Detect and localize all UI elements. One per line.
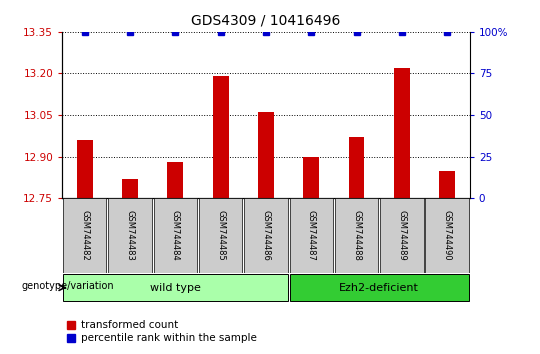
Bar <box>394 68 410 198</box>
Text: wild type: wild type <box>150 282 201 293</box>
Bar <box>439 171 455 198</box>
Bar <box>244 198 288 273</box>
Text: genotype/variation: genotype/variation <box>22 281 114 291</box>
Bar <box>199 198 242 273</box>
Bar <box>380 198 423 273</box>
Text: GSM744490: GSM744490 <box>443 210 451 261</box>
Bar <box>77 140 93 198</box>
Bar <box>426 198 469 273</box>
Bar <box>63 274 288 301</box>
Legend: transformed count, percentile rank within the sample: transformed count, percentile rank withi… <box>68 320 256 343</box>
Bar <box>289 274 469 301</box>
Title: GDS4309 / 10416496: GDS4309 / 10416496 <box>191 14 341 28</box>
Bar <box>335 198 379 273</box>
Bar <box>153 198 197 273</box>
Text: GSM744485: GSM744485 <box>216 210 225 261</box>
Bar <box>349 137 365 198</box>
Bar <box>303 156 319 198</box>
Text: GSM744483: GSM744483 <box>126 210 134 261</box>
Text: GSM744489: GSM744489 <box>397 210 406 261</box>
Bar <box>289 198 333 273</box>
Text: GSM744488: GSM744488 <box>352 210 361 261</box>
Bar <box>63 198 106 273</box>
Bar <box>258 112 274 198</box>
Text: GSM744486: GSM744486 <box>261 210 271 261</box>
Bar <box>122 179 138 198</box>
Text: Ezh2-deficient: Ezh2-deficient <box>339 282 419 293</box>
Bar <box>167 162 183 198</box>
Text: GSM744484: GSM744484 <box>171 210 180 261</box>
Text: GSM744482: GSM744482 <box>80 210 89 261</box>
Text: GSM744487: GSM744487 <box>307 210 316 261</box>
Bar <box>109 198 152 273</box>
Bar <box>213 76 228 198</box>
